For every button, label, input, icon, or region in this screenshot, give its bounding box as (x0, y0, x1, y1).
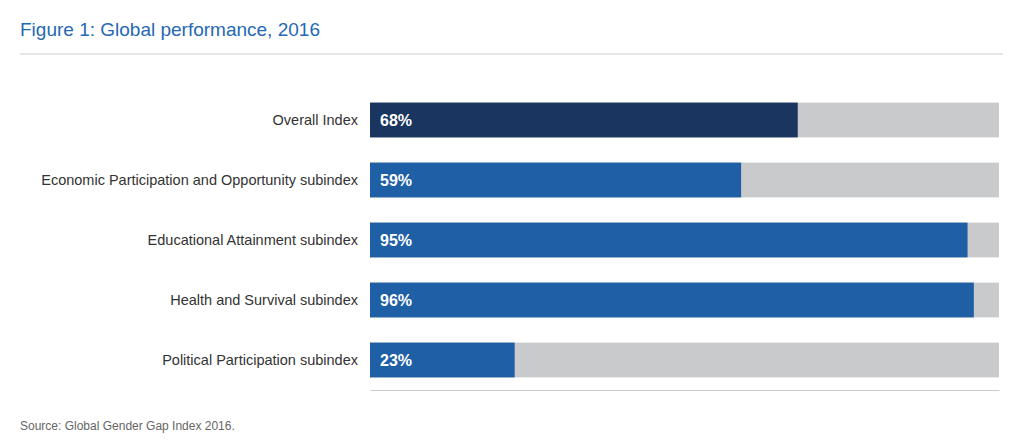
y-tick: Economic Participation and Opportunity s… (41, 172, 359, 188)
title-rule (20, 54, 1003, 55)
bar-track (370, 103, 999, 138)
data-labels: 68% 59% 95% 96% 23% (380, 112, 412, 369)
data-label: 68% (380, 112, 412, 129)
bars (370, 103, 999, 378)
bar (370, 163, 741, 198)
source-note: Source: Global Gender Gap Index 2016. (20, 419, 235, 433)
category-label: Overall Index (273, 112, 359, 128)
data-label: 95% (380, 232, 412, 249)
y-tick: Health and Survival subindex (170, 292, 359, 308)
bar-track (370, 223, 999, 258)
x-axis (371, 390, 1000, 391)
y-axis: Overall Index Economic Participation and … (41, 112, 359, 368)
bar-track (370, 163, 999, 198)
bar (370, 283, 974, 318)
bar-track (370, 343, 999, 378)
title: Figure 1: Global performance, 2016 (20, 19, 320, 40)
bar (370, 343, 515, 378)
chart: Figure 1: Global performance, 2016 Source… (0, 0, 1023, 446)
category-label: Political Participation subindex (162, 352, 359, 368)
data-label: 23% (380, 352, 412, 369)
plot: Overall Index Economic Participation and … (41, 103, 999, 391)
data-label: 59% (380, 172, 412, 189)
data-label: 96% (380, 292, 412, 309)
category-label: Economic Participation and Opportunity s… (41, 172, 359, 188)
y-tick: Educational Attainment subindex (148, 232, 359, 248)
bar (370, 103, 798, 138)
bar-track (370, 283, 999, 318)
bar (370, 223, 968, 258)
y-tick: Political Participation subindex (162, 352, 359, 368)
y-tick: Overall Index (273, 112, 359, 128)
category-label: Health and Survival subindex (170, 292, 359, 308)
x-axis-line (371, 390, 1000, 391)
category-label: Educational Attainment subindex (148, 232, 359, 248)
